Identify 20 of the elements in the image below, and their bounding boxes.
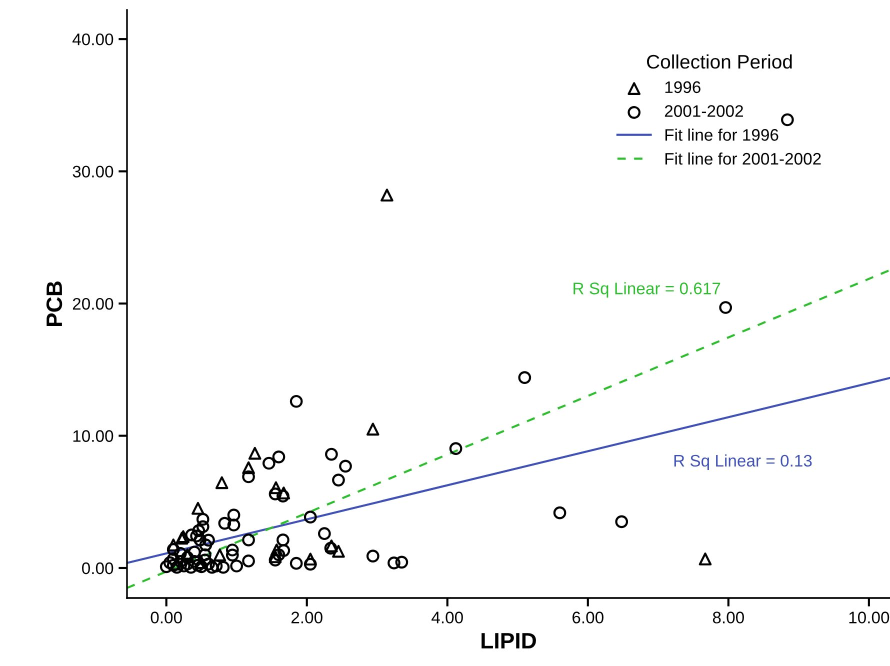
x-tick-label: 8.00: [712, 612, 744, 624]
legend-label: 1996: [665, 81, 700, 94]
x-tick-label: 0.00: [150, 612, 182, 624]
y-tick-label: 30.00: [72, 166, 114, 178]
x-tick-label: 10.00: [849, 612, 890, 624]
legend-title: Collection Period: [647, 54, 792, 69]
x-tick-label: 4.00: [432, 612, 463, 624]
annotation: R Sq Linear = 0.617: [574, 282, 720, 298]
x-axis-title: LIPID: [482, 633, 536, 648]
y-tick-label: 10.00: [73, 430, 114, 442]
y-tick-label: 20.00: [72, 298, 114, 310]
x-tick-label: 6.00: [572, 612, 604, 624]
legend-label: Fit line for 2001-2002: [665, 152, 821, 165]
y-axis-title: PCB: [46, 282, 62, 326]
y-tick-label: 0.00: [82, 562, 114, 574]
legend-label: 2001-2002: [664, 105, 743, 117]
annotation: R Sq Linear = 0.13: [674, 454, 812, 470]
legend-label: Fit line for 1996: [665, 128, 778, 141]
y-tick-label: 40.00: [72, 33, 114, 46]
x-tick-label: 2.00: [291, 612, 322, 624]
